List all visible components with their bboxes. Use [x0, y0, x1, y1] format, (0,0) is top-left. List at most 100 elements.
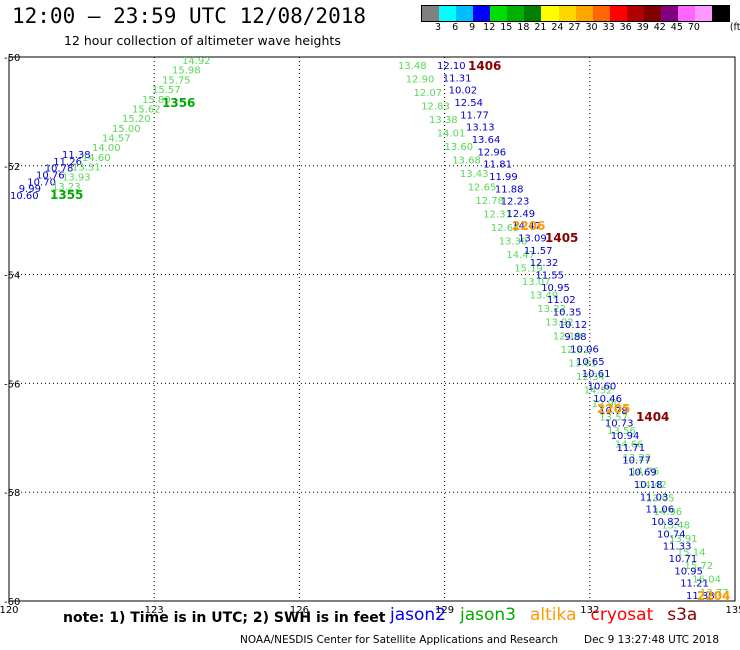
- scale-swatch: [541, 6, 559, 21]
- jason3-swh-label: 12.34: [576, 372, 605, 383]
- jason2-swh-label: 10.69: [628, 468, 657, 479]
- scale-swatch: [643, 6, 661, 21]
- jason2-swh-label: 10.95: [541, 283, 570, 294]
- scale-label: 30: [585, 22, 598, 33]
- jason3-swh-label: 15.62: [132, 105, 161, 116]
- jason2-swh-label: 13.13: [466, 123, 495, 134]
- pass-time-label: 2206: [512, 219, 545, 233]
- scale-label: 21: [534, 22, 547, 33]
- jason3-swh-label: 15.57: [152, 85, 181, 96]
- jason2-swh-label: 11.06: [646, 505, 675, 516]
- satellite-legend: jason2 jason3 altika cryosat s3a: [390, 605, 711, 625]
- pass-time-label: 2204: [697, 589, 730, 603]
- jason3-swh-label: 13.68: [452, 156, 481, 167]
- jason3-swh-label: 13.49: [530, 291, 559, 302]
- latitude-tick-label: -60: [4, 597, 20, 608]
- jason2-swh-label: 11.31: [443, 73, 472, 84]
- jason2-swh-label: 12.23: [501, 197, 530, 208]
- jason2-swh-label: 11.57: [524, 246, 553, 257]
- scale-label: 18: [517, 22, 530, 33]
- jason2-swh-label: 10.18: [634, 480, 663, 491]
- jason2-swh-label: 10.60: [588, 382, 617, 393]
- jason2-swh-label: 12.49: [507, 209, 536, 220]
- satellite-legend-s3a: s3a: [667, 605, 698, 625]
- jason3-swh-label: 13.22: [623, 453, 652, 464]
- jason3-swh-label: 14.96: [654, 507, 683, 518]
- jason2-swh-label: 10.46: [593, 394, 622, 405]
- jason3-swh-label: 15.80: [142, 95, 171, 106]
- jason3-swh-label: 13.92: [545, 318, 574, 329]
- jason3-swh-label: 14.92: [182, 56, 211, 67]
- jason2-swh-label: 11.77: [460, 110, 489, 121]
- map-frame: [8, 56, 736, 602]
- scale-label: 24: [551, 22, 564, 33]
- jason3-swh-label: 12.83: [421, 102, 450, 113]
- satellite-legend-altika: altika: [530, 605, 577, 625]
- altimeter-tracks: 10.609.9910.7010.7610.7811.2611.3813.231…: [10, 56, 730, 603]
- jason2-swh-label: 10.12: [559, 320, 588, 331]
- jason2-swh-label: 14.47: [512, 221, 541, 232]
- jason2-swh-label: 11.88: [495, 184, 524, 195]
- jason3-swh-label: 12.31: [483, 210, 512, 221]
- jason3-swh-label: 13.43: [460, 169, 489, 180]
- jason2-swh-label: 11.71: [617, 443, 646, 454]
- jason3-swh-label: 12.65: [491, 223, 520, 234]
- jason2-swh-label: 11.55: [535, 271, 564, 282]
- scale-swatch: [422, 6, 440, 21]
- longitude-tick-label: 120: [0, 605, 19, 616]
- jason2-swh-label: 12.54: [454, 98, 483, 109]
- jason2-swh-label: 11.38: [62, 150, 91, 161]
- pass-time-label: 1355: [50, 188, 83, 202]
- jason2-swh-label: 10.73: [605, 418, 634, 429]
- scale-swatch: [660, 6, 678, 21]
- scale-label: 70: [687, 22, 700, 33]
- jason3-swh-label: 12.19: [553, 331, 582, 342]
- scale-swatch: [575, 6, 593, 21]
- jason2-swh-label: 12.10: [437, 61, 466, 72]
- footer-credit: NOAA/NESDIS Center for Satellite Applica…: [240, 634, 558, 646]
- jason3-swh-label: 13.23: [52, 182, 81, 193]
- scale-label: 6: [452, 22, 459, 33]
- jason2-swh-label: 11.03: [640, 492, 669, 503]
- jason3-swh-label: 13.48: [398, 61, 427, 72]
- jason2-swh-label: 11.81: [483, 160, 512, 171]
- jason2-swh-label: 10.78: [599, 406, 628, 417]
- longitude-tick-label: 126: [290, 605, 309, 616]
- jason3-swh-label: 13.31: [72, 163, 101, 174]
- scale-swatch: [712, 6, 730, 21]
- scale-label: 27: [568, 22, 581, 33]
- jason2-swh-label: 11.26: [53, 157, 82, 168]
- satellite-legend-jason2: jason2: [390, 605, 446, 625]
- jason2-swh-label: 10.35: [553, 308, 582, 319]
- jason3-swh-label: 12.82: [561, 345, 590, 356]
- jason2-swh-label: 10.71: [669, 554, 698, 565]
- jason2-swh-label: 10.60: [10, 191, 39, 202]
- jason2-swh-label: 12.96: [478, 147, 507, 158]
- jason3-swh-label: 14.42: [638, 480, 667, 491]
- scale-swatch: [626, 6, 644, 21]
- map-footer: NOAA/NESDIS Center for Satellite Applica…: [240, 634, 719, 646]
- axis-labels: 120 123 126 129 132 135 -50 -52 -54 -56 -58 -60: [0, 53, 740, 616]
- jason2-swh-label: 12.32: [530, 258, 559, 269]
- jason3-swh-label: 16.04: [692, 575, 721, 586]
- latitude-tick-label: -54: [4, 271, 20, 282]
- jason3-swh-label: 15.19: [514, 264, 543, 275]
- jason3-swh-label: 12.65: [468, 183, 497, 194]
- pass-time-label: 1356: [162, 96, 195, 110]
- jason3-swh-label: 15.75: [162, 75, 191, 86]
- longitude-tick-label: 123: [145, 605, 164, 616]
- jason2-swh-label: 10.06: [570, 345, 599, 356]
- jason3-swh-label: 14.57: [102, 134, 131, 145]
- scale-swatch: [456, 6, 474, 21]
- scale-label: 45: [670, 22, 683, 33]
- scale-label: 12: [483, 22, 496, 33]
- map-note: note: 1) Time is in UTC; 2) SWH is in fe…: [63, 610, 386, 626]
- pass-time-label: 1404: [636, 410, 669, 424]
- satellite-legend-cryosat: cryosat: [590, 605, 654, 625]
- map-grid: [8, 56, 736, 602]
- jason3-swh-label: 13.48: [661, 520, 690, 531]
- longitude-tick-label: 132: [580, 605, 599, 616]
- scale-unit: (ft): [729, 22, 740, 33]
- jason3-swh-label: 13.81: [568, 358, 597, 369]
- jason3-swh-label: 13.57: [599, 412, 628, 423]
